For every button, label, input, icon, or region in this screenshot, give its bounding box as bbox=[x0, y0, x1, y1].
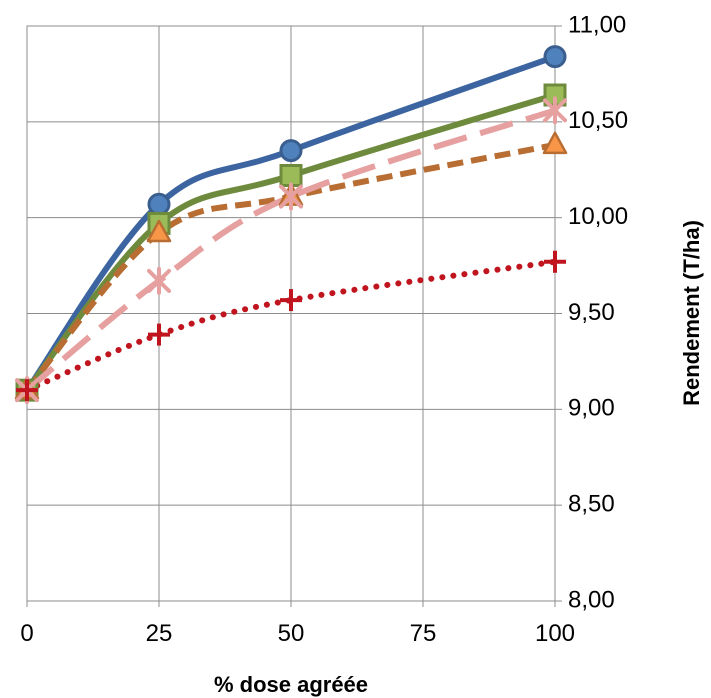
series-lines bbox=[24, 53, 558, 394]
x-tick-label: 100 bbox=[535, 620, 575, 647]
series-5-point bbox=[280, 289, 302, 312]
y-tick-label: 9,00 bbox=[568, 395, 615, 422]
series-5-point bbox=[16, 379, 38, 402]
x-axis-title: % dose agréée bbox=[214, 672, 368, 697]
series-line-5 bbox=[24, 258, 558, 394]
x-tick-label: 75 bbox=[410, 620, 437, 647]
y-tick-label: 8,00 bbox=[568, 586, 615, 613]
series-markers bbox=[14, 45, 568, 405]
grid-lines bbox=[26, 25, 562, 607]
y-tick-label: 9,50 bbox=[568, 299, 615, 326]
y-tick-label: 10,00 bbox=[568, 203, 628, 230]
x-tick-label: 0 bbox=[20, 620, 33, 647]
series-line-1 bbox=[24, 53, 557, 392]
series-3-point bbox=[146, 219, 172, 243]
y-tick-label: 11,00 bbox=[568, 11, 626, 38]
x-tick-label: 50 bbox=[278, 620, 305, 647]
series-1-point bbox=[279, 139, 303, 163]
series-1-point bbox=[543, 45, 567, 69]
series-5-point bbox=[544, 250, 566, 273]
series-4-point bbox=[279, 182, 303, 211]
series-line-3 bbox=[24, 141, 556, 393]
x-tick-label: 25 bbox=[146, 620, 173, 647]
series-4-point bbox=[147, 266, 171, 295]
series-4-point bbox=[543, 96, 567, 125]
y-axis-title: Rendement (T/ha) bbox=[679, 220, 704, 406]
series-2-point bbox=[279, 164, 303, 187]
x-axis-tick-labels: 0 25 50 75 100 bbox=[20, 620, 575, 647]
series-1-point bbox=[147, 192, 171, 216]
series-line-4 bbox=[25, 107, 556, 393]
y-axis-tick-labels: 8,00 8,50 9,00 9,50 10,00 10,50 11,00 bbox=[568, 11, 628, 613]
series-5-point bbox=[148, 323, 170, 346]
series-3-point bbox=[542, 131, 568, 155]
y-tick-label: 8,50 bbox=[568, 491, 615, 518]
y-tick-label: 10,50 bbox=[568, 107, 628, 134]
